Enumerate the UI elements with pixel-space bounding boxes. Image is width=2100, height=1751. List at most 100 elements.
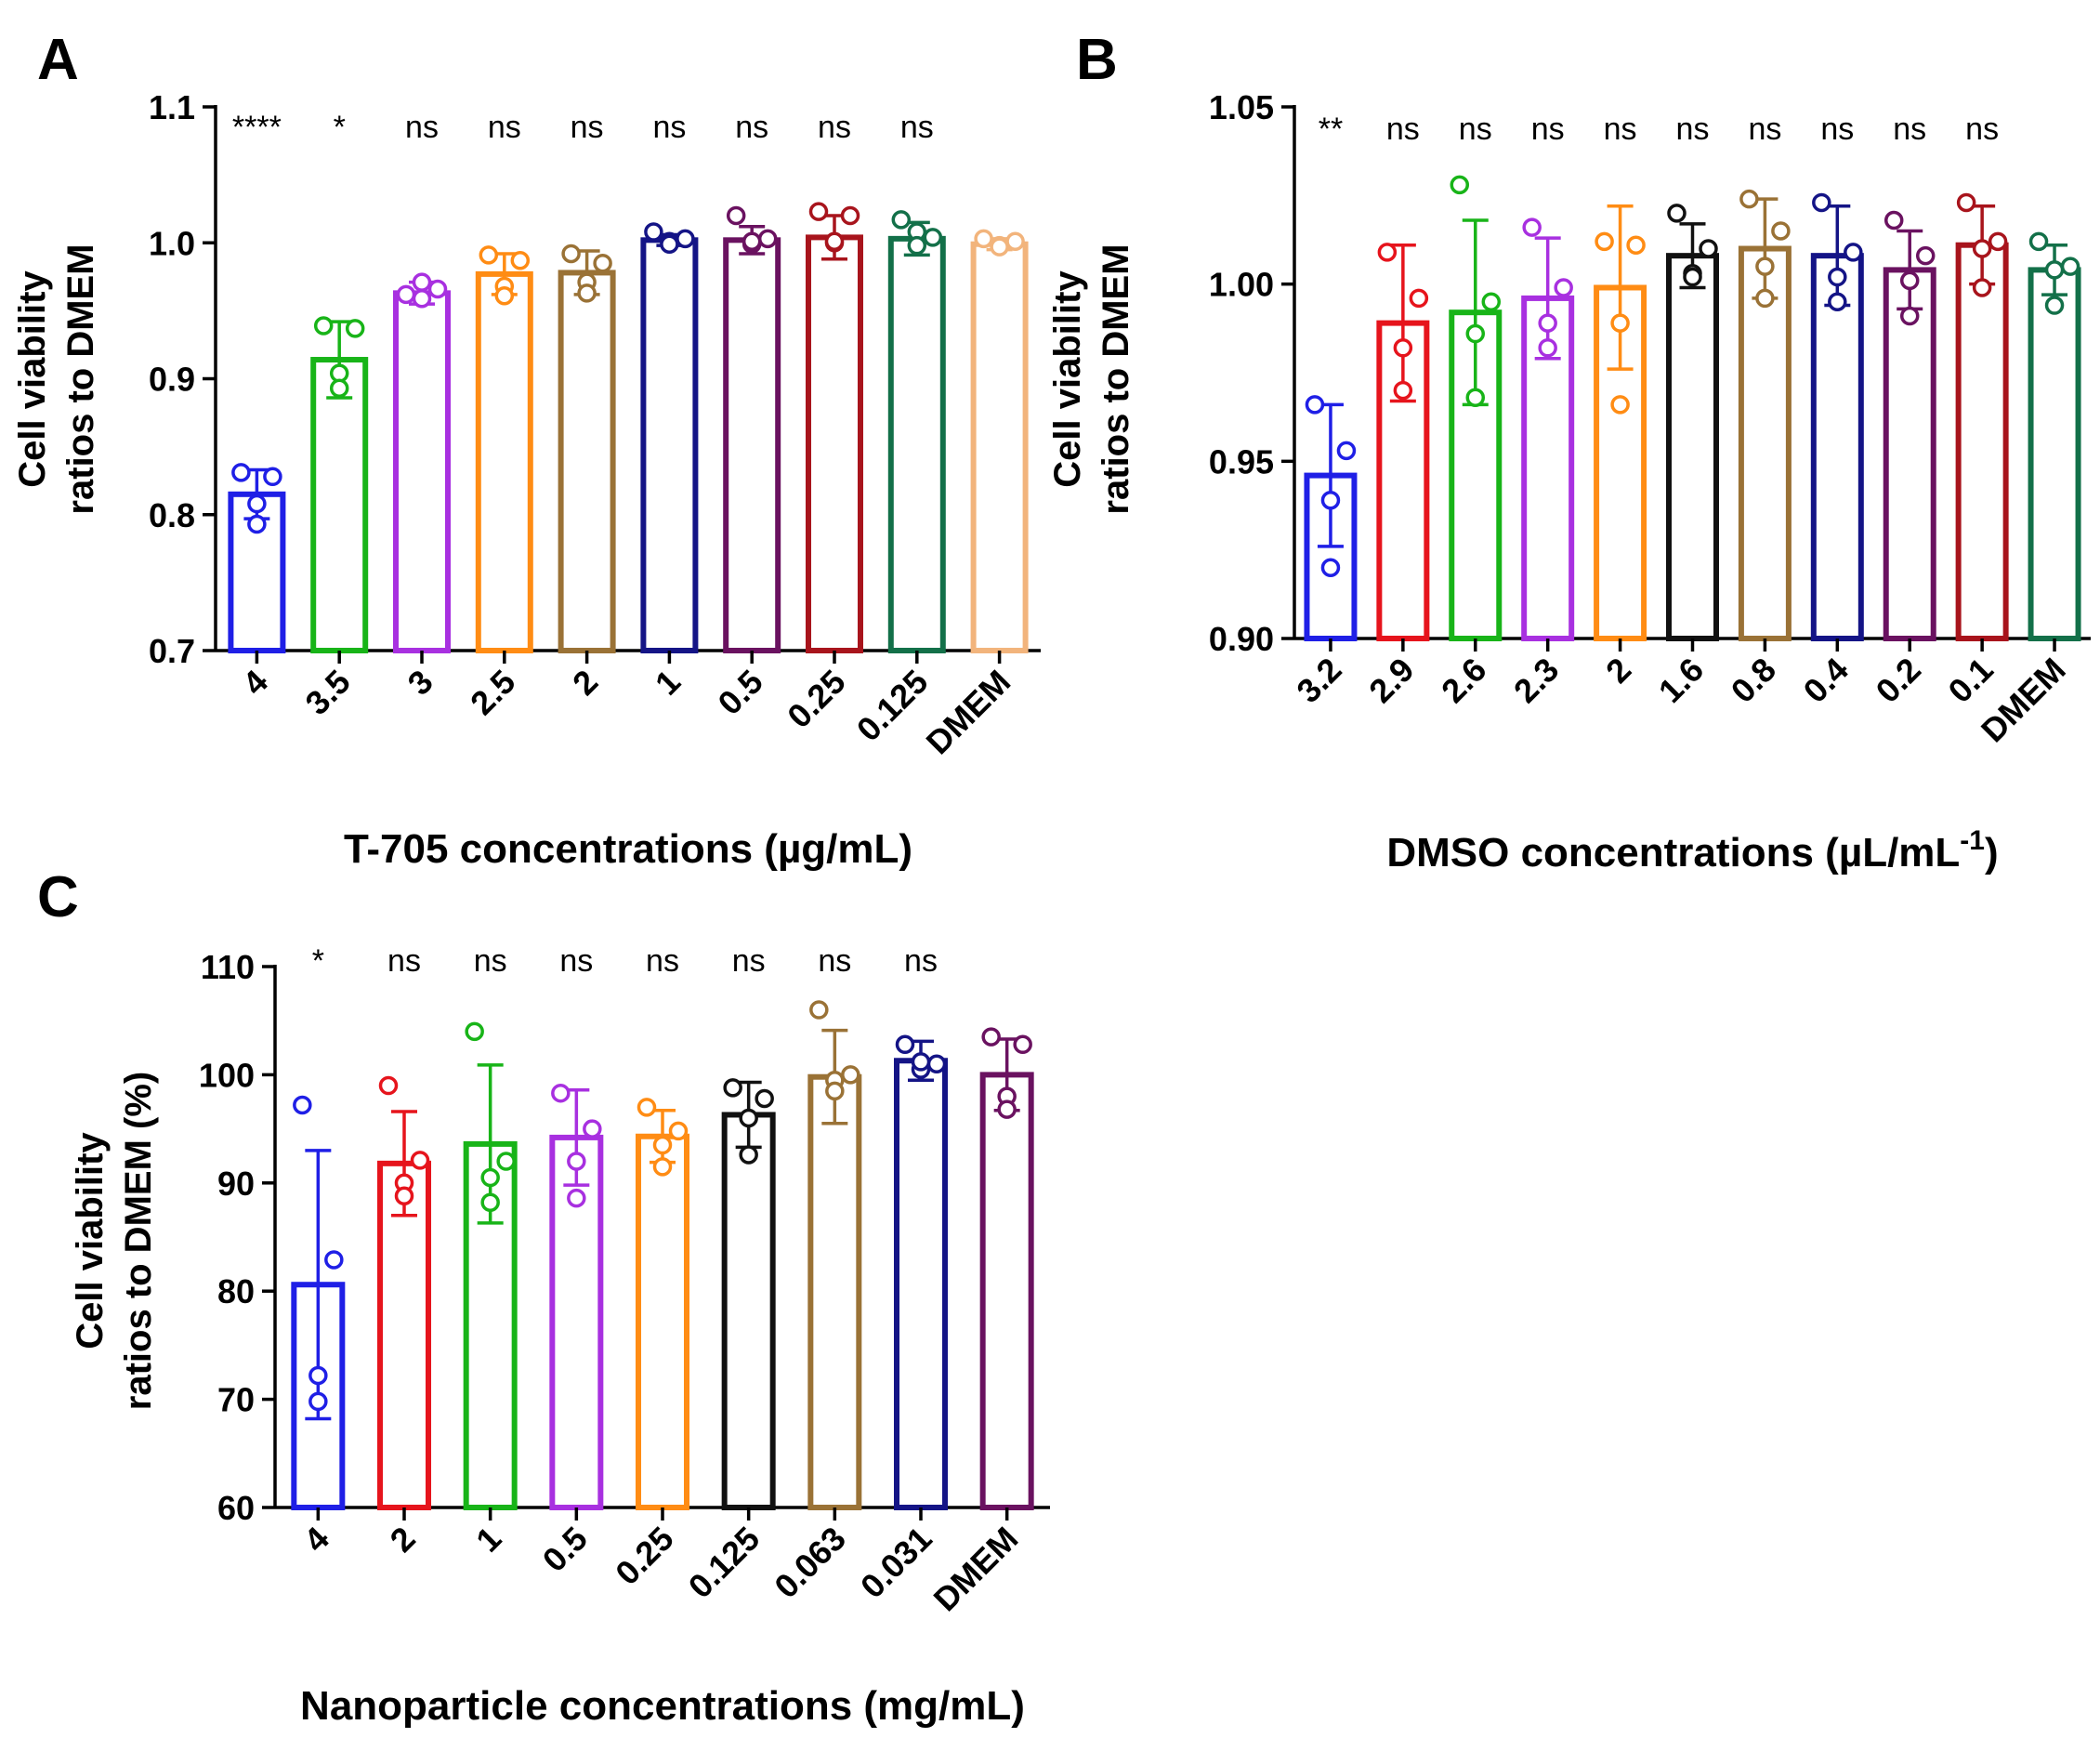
data-point bbox=[1899, 306, 1920, 326]
data-point bbox=[981, 1027, 1001, 1047]
y-tick-label: 0.95 bbox=[1209, 442, 1274, 481]
x-tick-label: 0.8 bbox=[1724, 651, 1783, 710]
data-point bbox=[1755, 257, 1775, 276]
significance-label: ns bbox=[488, 110, 521, 145]
data-point bbox=[1899, 270, 1920, 291]
data-point bbox=[231, 463, 251, 482]
data-point bbox=[1450, 175, 1470, 195]
data-point bbox=[1626, 235, 1646, 255]
significance-label: ns bbox=[559, 943, 593, 979]
x-tick-label: 3 bbox=[400, 663, 440, 703]
bar bbox=[475, 270, 533, 653]
data-point bbox=[1988, 231, 2008, 252]
data-point bbox=[2044, 260, 2065, 280]
x-tick-label: 0.125 bbox=[681, 1520, 768, 1606]
significance-label: ns bbox=[387, 943, 421, 979]
data-point bbox=[1554, 278, 1573, 297]
data-point bbox=[907, 235, 927, 256]
bar bbox=[2028, 267, 2081, 641]
data-point bbox=[583, 1119, 602, 1139]
data-point bbox=[644, 222, 663, 242]
significance-label: ns bbox=[904, 943, 938, 979]
data-point bbox=[593, 253, 612, 273]
data-point bbox=[394, 1186, 414, 1206]
data-point bbox=[480, 1167, 500, 1188]
y-axis-label: Cell viability ratios to DMEM bbox=[12, 244, 101, 514]
data-point bbox=[755, 1088, 774, 1109]
data-point bbox=[396, 284, 416, 305]
y-tick-label: 0.7 bbox=[149, 632, 195, 670]
x-tick-label: 0.25 bbox=[608, 1520, 681, 1593]
data-point bbox=[824, 231, 845, 252]
x-tick-label: 2 bbox=[1598, 651, 1638, 691]
data-point bbox=[997, 1099, 1017, 1119]
x-tick-label: 0.5 bbox=[535, 1520, 595, 1579]
data-point bbox=[378, 1075, 399, 1096]
data-point bbox=[1481, 292, 1502, 311]
significance-label: ns bbox=[1531, 112, 1565, 147]
data-point bbox=[2044, 296, 2065, 315]
data-point bbox=[1393, 380, 1413, 401]
y-tick-label: 90 bbox=[217, 1165, 255, 1203]
data-point bbox=[652, 1157, 673, 1177]
x-tick-label: 4 bbox=[235, 663, 275, 703]
data-point bbox=[1667, 204, 1687, 223]
data-point bbox=[1465, 323, 1486, 344]
x-tick-label: 3.2 bbox=[1289, 651, 1348, 710]
y-axis-label: Cell viability ratios to DMEM bbox=[1047, 244, 1136, 514]
data-point bbox=[1883, 210, 1904, 230]
x-axis-title-text: Nanoparticle concentrations (mg/mL) bbox=[300, 1683, 1025, 1729]
bar bbox=[1666, 253, 1719, 641]
significance-label: ns bbox=[1604, 112, 1637, 147]
data-point bbox=[1522, 217, 1542, 237]
data-point bbox=[1828, 292, 1847, 311]
data-point bbox=[561, 244, 581, 264]
data-point bbox=[510, 251, 531, 270]
data-point bbox=[668, 1121, 689, 1141]
data-point bbox=[465, 1021, 484, 1042]
data-point bbox=[480, 1192, 500, 1213]
data-point bbox=[1013, 1034, 1032, 1055]
y-tick-label: 0.8 bbox=[149, 496, 195, 534]
data-point bbox=[1538, 338, 1557, 358]
data-point bbox=[1320, 558, 1341, 577]
significance-label: ns bbox=[405, 110, 439, 145]
data-point bbox=[412, 272, 432, 292]
significance-label: ns bbox=[474, 943, 507, 979]
bar bbox=[721, 1112, 776, 1511]
y-axis-label-line: ratios to DMEM bbox=[1096, 244, 1136, 514]
data-point bbox=[293, 1095, 312, 1115]
significance-label: * bbox=[334, 110, 346, 145]
data-point bbox=[324, 1250, 344, 1270]
data-point bbox=[313, 316, 334, 336]
x-axis-title-close: ) bbox=[1985, 830, 1999, 876]
data-point bbox=[742, 231, 762, 252]
data-point bbox=[1915, 245, 1936, 266]
x-tick-label: 4 bbox=[296, 1520, 336, 1560]
significance-label: ** bbox=[1319, 112, 1343, 147]
significance-label: ns bbox=[1893, 112, 1926, 147]
data-point bbox=[1739, 189, 1759, 209]
data-point bbox=[1320, 491, 1341, 510]
data-point bbox=[1377, 243, 1398, 262]
data-point bbox=[739, 1108, 758, 1128]
significance-label: ns bbox=[735, 110, 768, 145]
significance-label: ns bbox=[1965, 112, 1999, 147]
y-tick-label: 80 bbox=[217, 1272, 255, 1310]
data-point bbox=[1844, 243, 1863, 262]
significance-label: ns bbox=[646, 943, 679, 979]
data-point bbox=[567, 1188, 586, 1208]
data-point bbox=[923, 228, 943, 247]
data-point bbox=[1538, 313, 1557, 333]
data-point bbox=[263, 467, 282, 487]
x-tick-label: 2.6 bbox=[1434, 651, 1493, 710]
data-point bbox=[974, 229, 993, 249]
data-point bbox=[308, 1365, 328, 1386]
significance-label: ns bbox=[1386, 112, 1420, 147]
bar bbox=[887, 235, 946, 653]
data-point bbox=[1956, 192, 1976, 213]
bar bbox=[979, 1072, 1034, 1511]
x-tick-label: 2.9 bbox=[1361, 651, 1421, 710]
x-tick-label: DMEM bbox=[918, 663, 1017, 762]
